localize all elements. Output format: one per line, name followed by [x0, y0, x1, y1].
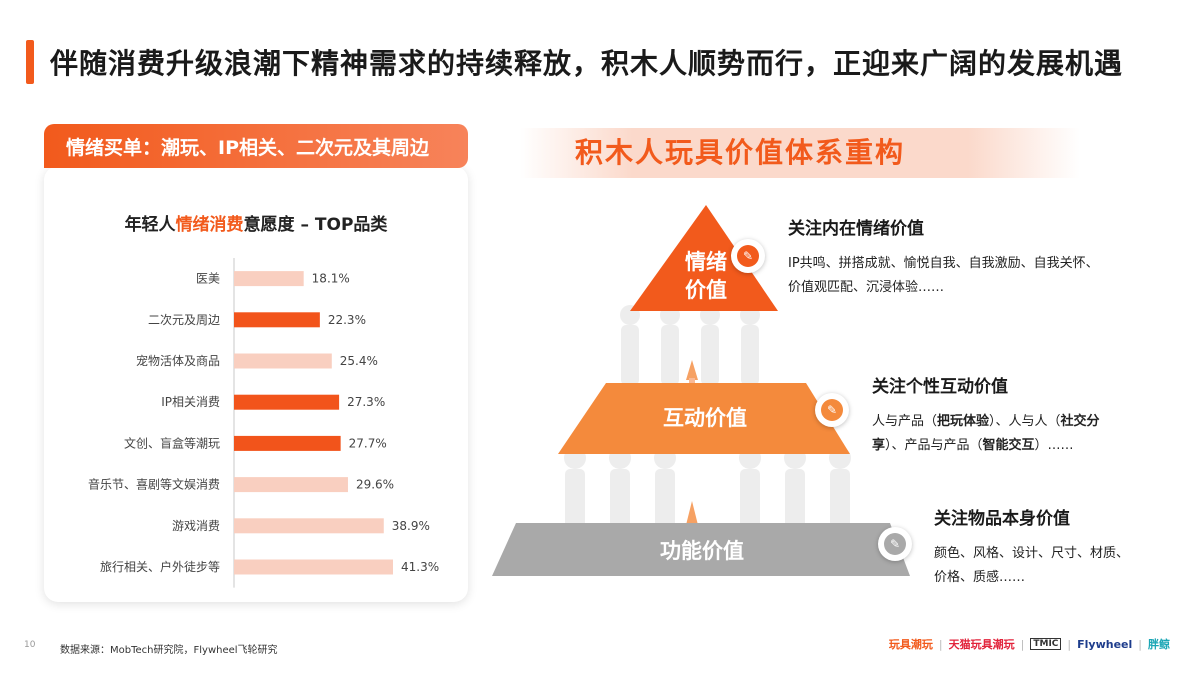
- logo-pangjing: 胖鲸: [1148, 638, 1170, 651]
- tier-emotion-body-line2: 价值观匹配、沉浸体验……: [788, 280, 945, 295]
- tier-function-body-line2: 价格、质感……: [934, 570, 1026, 585]
- tier-interaction-label: 互动价值: [663, 406, 747, 430]
- text-seg: ）、人与人（: [989, 414, 1061, 429]
- tier-function-label: 功能价值: [660, 539, 744, 563]
- bar: [234, 559, 394, 575]
- category-label: 宠物活体及商品: [136, 353, 220, 368]
- value-label: 27.3%: [347, 395, 385, 409]
- logo-separator: |: [938, 637, 943, 651]
- value-label: 29.6%: [356, 478, 394, 492]
- bar: [234, 518, 384, 534]
- bar: [234, 394, 340, 410]
- bar: [234, 271, 304, 287]
- arrow-up-icon: [686, 501, 698, 525]
- tier-emotion-label-line1: 情绪: [685, 250, 727, 274]
- logo-separator: |: [1020, 637, 1025, 651]
- title-brush-background: [520, 128, 1080, 178]
- pyramid-title: 积木人玩具价值体系重构: [574, 136, 905, 169]
- logo-tmic: TMIC: [1030, 638, 1062, 650]
- tier-function-heading: 关注物品本身价值: [934, 509, 1070, 529]
- tier-interaction-heading: 关注个性互动价值: [872, 377, 1008, 397]
- arrow-up-icon: [686, 360, 698, 380]
- title-accent-bar: [26, 40, 34, 84]
- document-icon: ✎: [821, 399, 843, 421]
- text-seg: ）、产品与产品（: [885, 438, 983, 453]
- value-label: 41.3%: [401, 560, 439, 574]
- logo-flywheel: Flywheel: [1077, 637, 1133, 651]
- text-bold-seg: 智能交互: [982, 438, 1035, 453]
- value-label: 27.7%: [349, 436, 387, 450]
- category-label: IP相关消费: [161, 395, 220, 409]
- value-label: 18.1%: [312, 272, 350, 286]
- tier-interaction-description: 人与产品（把玩体验）、人与人（社交分享）、产品与产品（智能交互）……: [872, 410, 1162, 458]
- tier-function-description: 颜色、风格、设计、尺寸、材质、 价格、质感……: [934, 542, 1174, 590]
- tier-function: [492, 523, 910, 576]
- arrow-up-shaft: [689, 378, 695, 383]
- document-icon: ✎: [884, 533, 906, 555]
- logo-tmall-toys: 天猫玩具潮玩: [948, 638, 1015, 651]
- bar: [234, 312, 320, 328]
- chart-title-post: 意愿度 – TOP品类: [243, 215, 388, 235]
- tier-emotion-body-line1: IP共鸣、拼搭成就、愉悦自我、自我激励、自我关怀、: [788, 256, 1099, 271]
- tier-emotion-label: 情绪 价值: [660, 248, 752, 304]
- value-pyramid: [492, 205, 910, 576]
- value-label: 38.9%: [392, 519, 430, 533]
- tier-emotion: [630, 205, 778, 311]
- category-label: 游戏消费: [172, 519, 220, 533]
- badge-function: ✎: [878, 527, 912, 561]
- bar: [234, 477, 348, 493]
- document-icon: ✎: [737, 245, 759, 267]
- page-number: 10: [24, 640, 36, 650]
- text-bold-seg: 享: [872, 438, 886, 453]
- partner-logos: 玩具潮玩 | 天猫玩具潮玩 | TMIC | Flywheel | 胖鲸: [889, 636, 1170, 652]
- value-label: 22.3%: [328, 313, 366, 327]
- logo-separator: |: [1138, 637, 1142, 651]
- logo-toys: 玩具潮玩: [888, 638, 933, 651]
- chart-title: 年轻人情绪消费意愿度 – TOP品类: [44, 210, 468, 235]
- category-label: 音乐节、喜剧等文娱消费: [88, 477, 220, 492]
- badge-interaction: ✎: [815, 393, 849, 427]
- category-label: 二次元及周边: [148, 313, 220, 327]
- panel-tag: 情绪买单：潮玩、IP相关、二次元及其周边: [44, 124, 468, 168]
- badge-emotion: ✎: [731, 239, 765, 273]
- tier-emotion-heading: 关注内在情绪价值: [788, 219, 924, 239]
- bar: [234, 353, 332, 369]
- category-label: 文创、盲盒等潮玩: [124, 435, 220, 450]
- text-bold-seg: 把玩体验: [937, 414, 990, 429]
- tier-function-body-line1: 颜色、风格、设计、尺寸、材质、: [934, 546, 1130, 561]
- text-bold-seg: 社交分: [1060, 414, 1100, 429]
- text-seg: 人与产品（: [872, 414, 938, 429]
- text-seg: ）……: [1034, 438, 1074, 453]
- value-label: 25.4%: [340, 354, 378, 368]
- data-source: 数据来源：MobTech研究院，Flywheel飞轮研究: [60, 645, 278, 656]
- bar-chart: 医美 18.1% 二次元及周边 22.3% 宠物活体及商品 25.4% IP相关消费 27.3…: [88, 258, 439, 588]
- chart-title-pre: 年轻人: [124, 215, 176, 235]
- logo-separator: |: [1067, 637, 1072, 651]
- category-label: 医美: [196, 272, 220, 286]
- chart-title-highlight: 情绪消费: [175, 215, 244, 235]
- tier-emotion-label-line2: 价值: [685, 278, 727, 302]
- bar: [234, 435, 341, 451]
- page-title: 伴随消费升级浪潮下精神需求的持续释放，积木人顺势而行，正迎来广阔的发展机遇: [50, 47, 1124, 80]
- tier-emotion-description: IP共鸣、拼搭成就、愉悦自我、自我激励、自我关怀、 价值观匹配、沉浸体验……: [788, 252, 1158, 300]
- tier-interaction: [558, 383, 850, 454]
- silhouette-row-lower: [564, 447, 851, 529]
- category-label: 旅行相关、户外徒步等: [100, 559, 220, 574]
